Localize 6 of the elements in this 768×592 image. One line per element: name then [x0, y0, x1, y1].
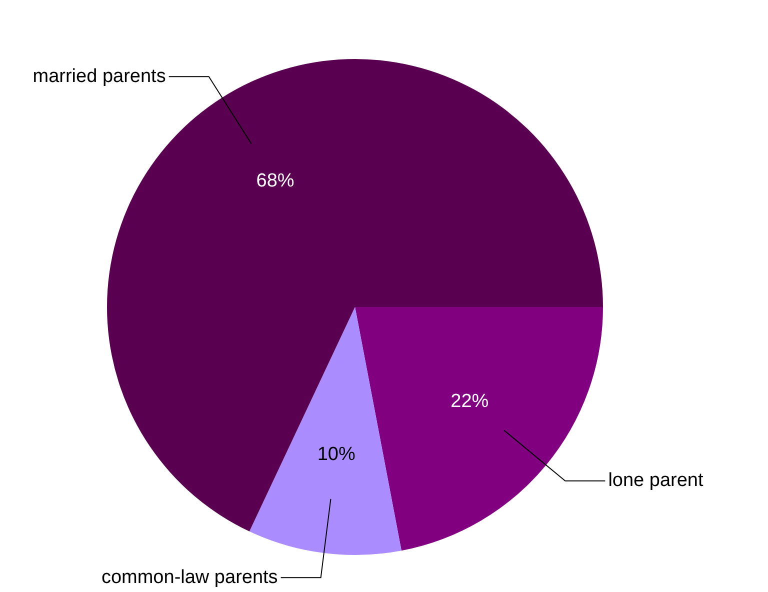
data-label: 10%	[317, 444, 356, 465]
slice-label: lone parent	[608, 470, 704, 492]
slice-label: common-law parents	[101, 566, 278, 588]
slice-label: married parents	[32, 66, 166, 87]
data-label: 68%	[256, 170, 294, 192]
data-label: 22%	[450, 391, 489, 412]
